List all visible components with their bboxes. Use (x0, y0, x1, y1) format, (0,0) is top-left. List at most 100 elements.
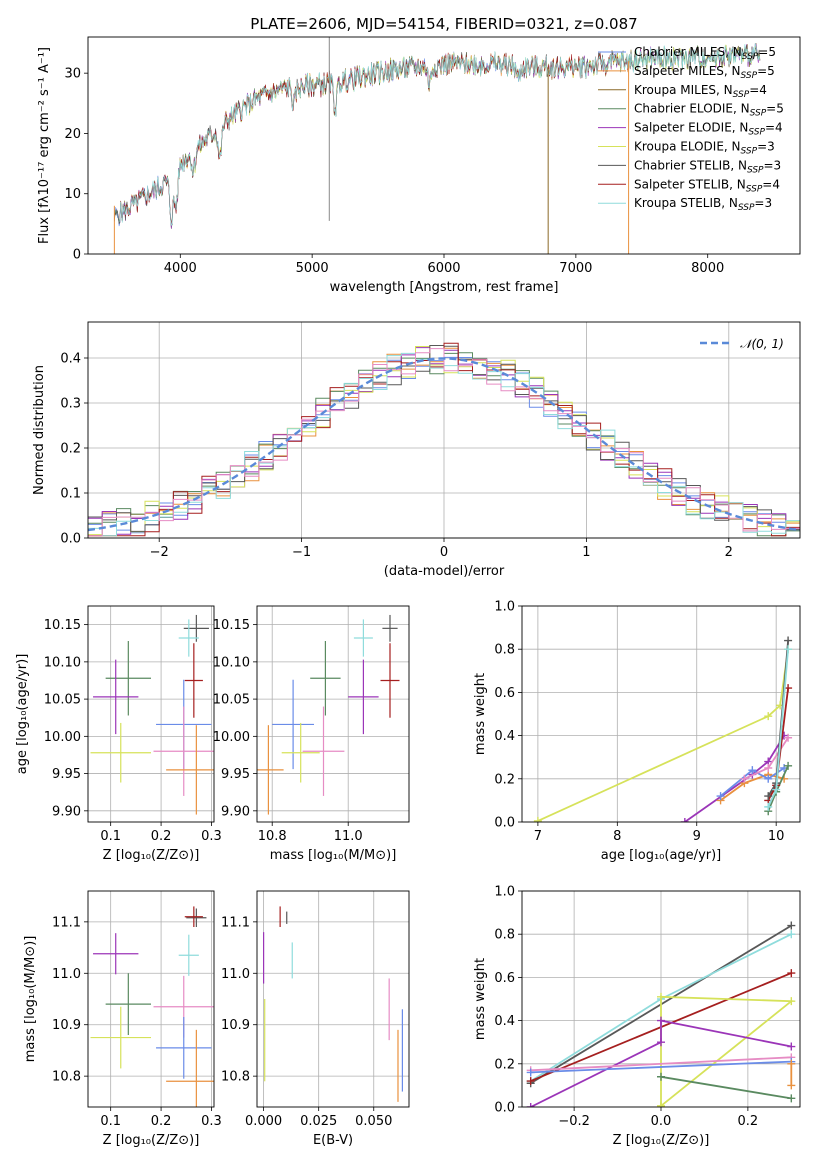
legend: Chabrier MILES, NSSP=5 Salpeter MILES, NS… (598, 45, 784, 213)
tick-label-x: 8 (613, 829, 621, 844)
tick-label-x: 6000 (427, 261, 460, 276)
tick-label-x: 0.2 (738, 1114, 759, 1129)
panel-7: −0.2 0.0 0.2 0.0 0.2 0.4 0.6 0.8 1.0 Z [log₁₀(Z/Z… (473, 885, 801, 1148)
plot-area (526, 921, 796, 1107)
tick-label-y: 10.8 (52, 1070, 81, 1085)
weight-marker (787, 1042, 796, 1051)
weight-marker (787, 969, 796, 978)
y-axis-label: age [log₁₀(age/yr)] (15, 654, 30, 775)
tick-label-y: 11.0 (52, 967, 81, 982)
tick-label-x: 10 (768, 829, 785, 844)
tick-label-y: 10.05 (213, 693, 250, 708)
tick-label-y: 10.05 (44, 693, 81, 708)
axes-frame (521, 890, 801, 1108)
figure-title: PLATE=2606, MJD=54154, FIBERID=0321, z=0… (250, 15, 637, 33)
plot-area (90, 614, 214, 815)
weight-marker (748, 766, 757, 775)
legend-entry: Kroupa ELODIE, NSSP=3 (634, 140, 775, 157)
tick-label-y: 10.10 (213, 655, 250, 670)
tick-label-y: 0.4 (494, 729, 515, 744)
grid (257, 891, 409, 1107)
weight-marker (764, 774, 773, 783)
tick-label-x: 0.3 (201, 829, 222, 844)
panel-4: 7 8 9 10 0.0 0.2 0.4 0.6 0.8 1.0 age [log₁₀(age/yr… (473, 600, 801, 863)
weight-marker (787, 1081, 796, 1090)
tick-label-y: 0.2 (494, 772, 515, 787)
spectrum-salpeter-stelib (119, 52, 629, 224)
weight-marker (657, 1101, 665, 1107)
tick-label-x: 0 (440, 545, 448, 560)
weight-line-salpeter-elodie (684, 735, 785, 822)
weight-line-pink (530, 1056, 792, 1072)
y-axis-label: mass weight (473, 673, 488, 755)
y-axis-label: mass [log₁₀(M/M⊙)] (23, 936, 38, 1063)
weight-marker (740, 774, 749, 783)
legend-entry: Kroupa MILES, NSSP=4 (634, 83, 767, 100)
tick-label-y: 11.1 (221, 915, 250, 930)
x-axis-label: E(B-V) (313, 1133, 353, 1148)
panel-0: 4000 5000 6000 7000 8000 0 10 20 30 wavelength [A… (37, 36, 801, 295)
tick-label-y: 10.9 (52, 1018, 81, 1033)
weight-marker (764, 802, 773, 811)
weight-marker (657, 1072, 665, 1081)
tick-label-x: 0.2 (151, 1114, 172, 1129)
weight-line-chabrier-miles (530, 1060, 792, 1074)
tick-label-x: 0.025 (300, 1114, 337, 1129)
weight-marker (533, 816, 542, 822)
plot-area (533, 636, 793, 822)
grid (257, 606, 409, 822)
tick-label-y: 30 (64, 67, 81, 82)
tick-label-x: 7 (534, 829, 542, 844)
weight-marker (526, 1077, 535, 1086)
tick-label-x: −1 (292, 545, 311, 560)
legend-entry: Kroupa STELIB, NSSP=3 (634, 196, 772, 213)
tick-label-x: 10.8 (258, 829, 287, 844)
tick-label-y: 9.90 (52, 804, 81, 819)
weight-marker (784, 761, 793, 770)
plot-area (88, 342, 800, 537)
weight-marker (526, 1103, 535, 1107)
x-axis-label: Z [log₁₀(Z/Z⊙)] (613, 1133, 710, 1148)
axes-frame (256, 890, 410, 1108)
legend-entry: Salpeter MILES, NSSP=5 (634, 64, 775, 81)
weight-marker (772, 785, 781, 794)
weight-line-chabrier-elodie (660, 1075, 792, 1100)
weight-marker (787, 1094, 796, 1103)
tick-label-y: 0.0 (494, 1101, 515, 1116)
weight-marker (787, 930, 796, 939)
tick-label-y: 10.00 (213, 730, 250, 745)
legend-entry: Chabrier MILES, NSSP=5 (634, 45, 776, 62)
legend-entry: Chabrier STELIB, NSSP=3 (634, 158, 781, 175)
legend-entry: Chabrier ELODIE, NSSP=5 (634, 102, 784, 119)
tick-label-y: 1.0 (494, 885, 515, 900)
plot-area (263, 906, 403, 1102)
tick-label-x: −2 (150, 545, 169, 560)
axes-frame (87, 321, 801, 539)
tick-label-x: 0.2 (151, 829, 172, 844)
tick-label-y: 20 (64, 127, 81, 142)
weight-marker (784, 733, 793, 742)
tick-label-y: 0.6 (494, 971, 515, 986)
tick-label-y: 0.4 (494, 1014, 515, 1029)
tick-label-y: 0.2 (494, 1057, 515, 1072)
panel-3: 10.8 11.0 9.90 9.95 10.00 10.05 10.10 10.15 mass… (213, 605, 410, 863)
grid (88, 606, 214, 822)
y-axis-label: Flux [fλ10⁻¹⁷ erg cm⁻² s⁻¹ A⁻¹] (37, 47, 52, 244)
weight-marker (787, 921, 796, 930)
tick-label-x: 0.3 (201, 1114, 222, 1129)
x-axis-label: Z [log₁₀(Z/Z⊙)] (103, 848, 200, 863)
weight-marker (657, 1038, 665, 1047)
tick-label-y: 9.90 (221, 804, 250, 819)
tick-label-x: 0.1 (100, 829, 121, 844)
tick-label-y: 10.15 (213, 618, 250, 633)
panel-1: −2 −1 0 1 2 0.0 0.1 0.2 0.3 0.4 (data-model)/error… (32, 321, 801, 579)
tick-label-x: 8000 (691, 261, 724, 276)
tick-label-y: 11.0 (221, 967, 250, 982)
tick-label-y: 0 (73, 248, 81, 263)
panel-2: 0.1 0.2 0.3 9.90 9.95 10.00 10.05 10.10 10.15 Z [… (15, 605, 222, 863)
weight-marker (787, 1059, 796, 1068)
tick-label-x: 4000 (164, 261, 197, 276)
weight-marker (784, 636, 793, 645)
grid (522, 605, 800, 823)
tick-label-x: 1 (582, 545, 590, 560)
